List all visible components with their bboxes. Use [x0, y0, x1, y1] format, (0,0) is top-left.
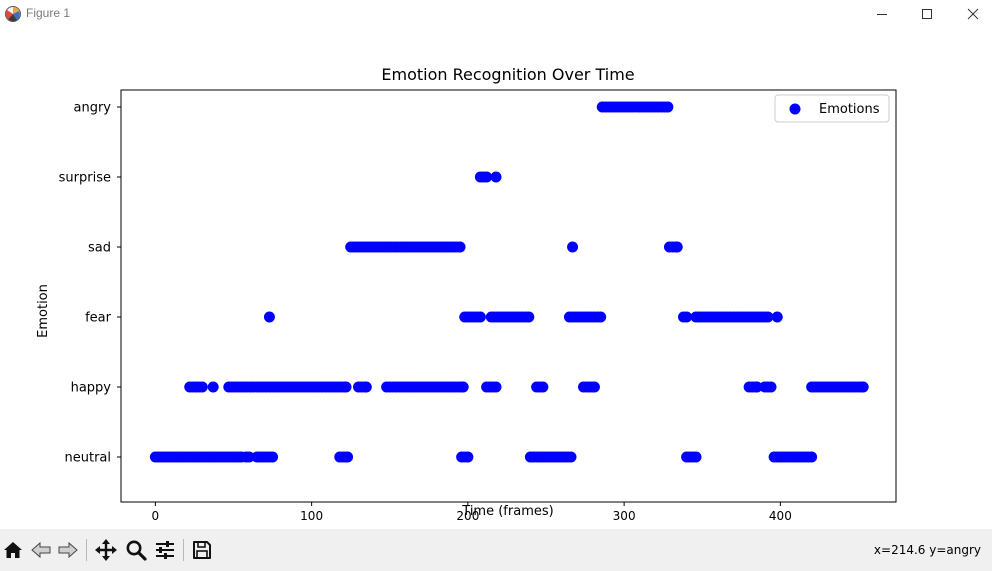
navigation-toolbar: x=214.6 y=angry — [0, 529, 992, 571]
home-button[interactable] — [0, 537, 26, 563]
data-point — [671, 241, 683, 253]
x-tick-label: 200 — [456, 509, 479, 523]
x-ticks: 0 100 200 300 400 — [152, 502, 792, 523]
figure-canvas[interactable]: Emotion Recognition Over Time 0 100 200 300… — [0, 28, 992, 529]
data-point — [523, 311, 535, 323]
zoom-icon — [126, 540, 147, 561]
forward-arrow-icon — [58, 541, 78, 559]
y-tick-label: happy — [71, 381, 112, 396]
data-point — [457, 381, 469, 393]
data-point — [765, 381, 777, 393]
data-point — [267, 451, 279, 463]
close-icon — [967, 8, 979, 20]
data-point — [762, 311, 774, 323]
data-point — [490, 381, 502, 393]
x-axis-label: Time (frames) — [461, 504, 553, 519]
subplots-icon — [156, 541, 174, 559]
chart-title: Emotion Recognition Over Time — [381, 65, 634, 84]
toolbar-separator — [86, 539, 87, 561]
y-tick-label: fear — [85, 311, 112, 326]
data-point — [263, 311, 275, 323]
data-point — [490, 171, 502, 183]
data-point — [340, 381, 352, 393]
x-tick-label: 300 — [613, 509, 636, 523]
data-point — [474, 311, 486, 323]
save-button[interactable] — [189, 537, 215, 563]
x-tick-label: 0 — [152, 509, 160, 523]
legend: Emotions — [774, 94, 890, 123]
y-tick-label: angry — [74, 101, 112, 116]
toolbar-separator — [183, 539, 184, 561]
y-tick-label: neutral — [65, 451, 112, 466]
data-point — [537, 381, 549, 393]
pan-icon — [95, 539, 117, 561]
data-point — [690, 451, 702, 463]
data-point — [588, 381, 600, 393]
data-point — [454, 241, 466, 253]
x-tick-label: 400 — [769, 509, 792, 523]
home-icon — [4, 542, 22, 558]
legend-marker — [789, 103, 801, 115]
close-button[interactable] — [950, 0, 992, 28]
maximize-button[interactable] — [904, 0, 950, 28]
y-tick-label: surprise — [59, 171, 111, 186]
minimize-button[interactable] — [859, 0, 905, 28]
x-tick-label: 100 — [300, 509, 323, 523]
legend-label: Emotions — [819, 102, 880, 117]
y-tick-label: sad — [88, 241, 111, 256]
data-point — [567, 241, 579, 253]
data-point — [565, 451, 577, 463]
title-bar: Figure 1 — [0, 0, 992, 28]
forward-button[interactable] — [55, 537, 81, 563]
points-layer — [149, 101, 869, 463]
back-arrow-icon — [31, 541, 51, 559]
cursor-coordinates: x=214.6 y=angry — [873, 543, 981, 557]
scatter-chart: Emotion Recognition Over Time 0 100 200 300… — [36, 65, 897, 523]
y-axis-label: Emotion — [36, 284, 51, 338]
data-point — [342, 451, 354, 463]
back-button[interactable] — [28, 537, 54, 563]
data-point — [751, 381, 763, 393]
zoom-button[interactable] — [123, 537, 149, 563]
legend-box — [774, 94, 890, 123]
data-point — [806, 451, 818, 463]
data-point — [857, 381, 869, 393]
plot-area-frame — [120, 89, 897, 503]
y-ticks: neutral happy fear sad surprise angry — [59, 101, 121, 466]
data-point — [481, 171, 493, 183]
data-point — [360, 381, 372, 393]
pan-button[interactable] — [93, 537, 119, 563]
subplots-button[interactable] — [152, 537, 178, 563]
save-icon — [193, 541, 211, 559]
window-title: Figure 1 — [26, 6, 71, 20]
data-point — [771, 311, 783, 323]
data-point — [681, 311, 693, 323]
data-point — [196, 381, 208, 393]
minimize-icon — [877, 14, 887, 15]
data-point — [662, 101, 674, 113]
data-point — [462, 451, 474, 463]
matplotlib-logo-icon — [5, 6, 21, 22]
data-point — [595, 311, 607, 323]
data-point — [243, 451, 255, 463]
data-point — [207, 381, 219, 393]
maximize-icon — [922, 9, 932, 19]
